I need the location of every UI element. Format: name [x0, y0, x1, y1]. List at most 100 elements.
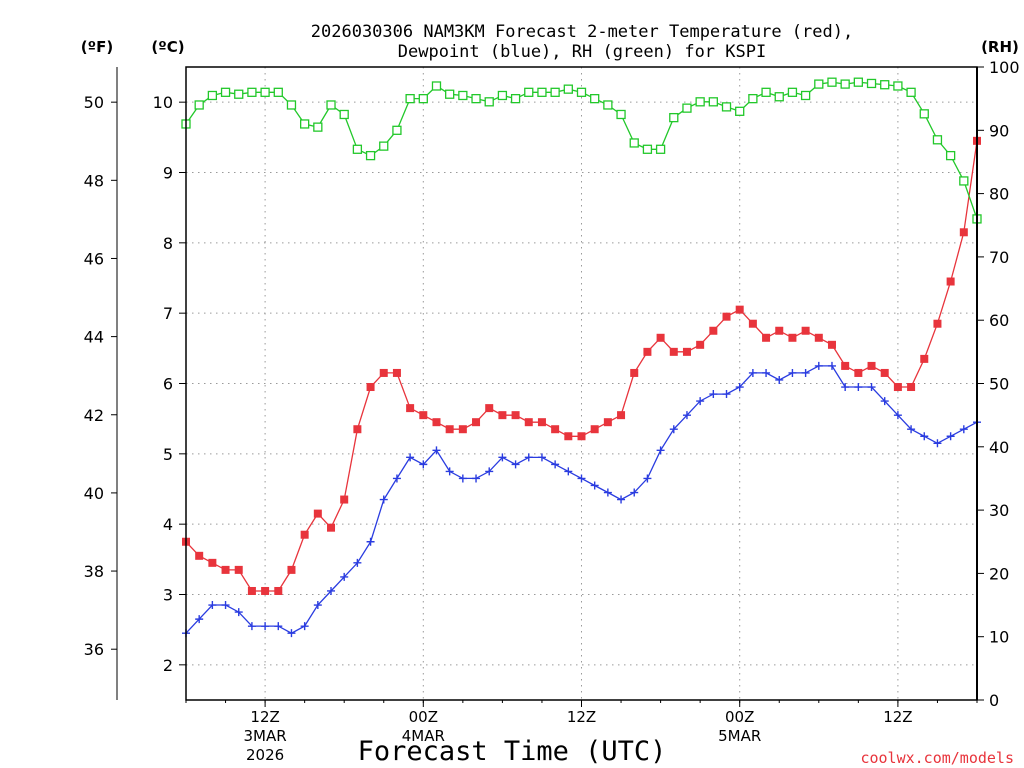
- rh-point: [458, 90, 468, 101]
- celsius-tick-label: 10: [153, 93, 173, 112]
- dewpoint-point: [313, 601, 322, 610]
- rh-tick-label: 70: [989, 248, 1009, 267]
- temperature-point: [801, 326, 810, 335]
- rh-point: [405, 94, 415, 104]
- temperature-point: [340, 495, 349, 504]
- rh-tick-label: 90: [989, 121, 1009, 140]
- dewpoint-point: [907, 425, 916, 434]
- rh-point: [919, 109, 929, 119]
- rh-point: [708, 97, 718, 107]
- rh-point: [787, 87, 798, 97]
- temperature-point: [603, 418, 612, 427]
- temperature-point: [564, 432, 573, 441]
- temperature-point: [406, 404, 415, 413]
- temperature-point: [867, 361, 876, 370]
- dewpoint-point: [353, 558, 362, 567]
- dewpoint-point: [682, 411, 691, 420]
- rh-point: [379, 141, 389, 151]
- rh-point: [497, 90, 508, 101]
- celsius-tick-label: 8: [163, 234, 173, 253]
- rh-point: [234, 89, 244, 99]
- temperature-point: [300, 530, 309, 539]
- temperature-point: [458, 425, 467, 434]
- celsius-tick-label: 3: [163, 586, 173, 605]
- dewpoint-point: [643, 474, 652, 483]
- temperature-point: [287, 565, 296, 574]
- dewpoint-point: [814, 361, 823, 370]
- fahrenheit-unit-label: (ºF): [81, 38, 113, 56]
- celsius-tick-label: 6: [163, 375, 173, 394]
- x-tick-label: 12Z: [567, 708, 596, 726]
- temperature-point: [537, 418, 546, 427]
- rh-point: [959, 176, 969, 186]
- rh-point: [827, 77, 837, 87]
- rh-point: [814, 79, 824, 89]
- dewpoint-point: [472, 474, 481, 483]
- temperature-point: [827, 340, 836, 349]
- rh-tick-label: 0: [989, 691, 999, 710]
- rh-point: [853, 77, 863, 87]
- rh-point: [748, 94, 758, 104]
- dewpoint-point: [709, 390, 718, 399]
- temperature-point: [643, 347, 652, 356]
- dewpoint-point: [247, 622, 256, 631]
- dewpoint-point: [261, 622, 270, 631]
- rh-point: [932, 135, 943, 145]
- temperature-point: [524, 418, 533, 427]
- x-tick-date-label: 5MAR: [718, 727, 761, 745]
- temperature-point: [880, 368, 889, 377]
- temperature-point: [788, 333, 797, 342]
- temperature-point: [907, 383, 916, 392]
- rh-tick-label: 60: [989, 311, 1009, 330]
- rh-point: [352, 144, 363, 154]
- dewpoint-point: [379, 495, 388, 504]
- rh-point: [695, 97, 705, 107]
- rh-point: [735, 106, 745, 116]
- dewpoint-point: [854, 383, 863, 392]
- dewpoint-point: [511, 460, 520, 469]
- celsius-tick-label: 2: [163, 656, 173, 675]
- temperature-point: [814, 333, 823, 342]
- dewpoint-point: [485, 467, 494, 476]
- rh-point: [880, 80, 890, 90]
- dewpoint-point: [959, 425, 968, 434]
- rh-point: [563, 84, 573, 94]
- rh-point: [471, 94, 481, 104]
- dewpoint-point: [748, 368, 757, 377]
- rh-point: [365, 150, 376, 161]
- temperature-point: [748, 319, 757, 328]
- temperature-point: [577, 432, 586, 441]
- x-tick-label: 00Z: [725, 708, 754, 726]
- dewpoint-point: [775, 375, 784, 384]
- temperature-point: [920, 354, 929, 363]
- rh-point: [642, 144, 653, 154]
- dewpoint-point: [669, 425, 678, 434]
- temperature-point: [511, 411, 520, 420]
- dewpoint-point: [300, 622, 309, 631]
- dewpoint-point: [287, 629, 296, 638]
- rh-point: [194, 100, 204, 110]
- temperature-point: [485, 404, 494, 413]
- dewpoint-point: [327, 586, 336, 595]
- rh-point: [866, 78, 877, 89]
- dewpoint-point: [801, 368, 810, 377]
- celsius-unit-label: (ºC): [151, 38, 184, 56]
- temperature-point: [735, 305, 744, 314]
- rh-point: [207, 90, 218, 101]
- rh-point: [313, 122, 323, 132]
- celsius-tick-label: 9: [163, 164, 173, 183]
- temperature-point: [630, 368, 639, 377]
- temperature-point: [590, 425, 599, 434]
- dewpoint-point: [340, 572, 349, 581]
- dewpoint-point: [458, 474, 467, 483]
- temperature-point: [313, 509, 322, 518]
- temperature-point: [656, 333, 665, 342]
- rh-tick-label: 30: [989, 501, 1009, 520]
- rh-unit-label: (RH): [981, 38, 1019, 56]
- dewpoint-point: [788, 368, 797, 377]
- x-tick-label: 00Z: [409, 708, 438, 726]
- rh-point: [510, 94, 521, 104]
- rh-point: [655, 144, 666, 154]
- rh-point: [326, 100, 336, 110]
- rh-point: [273, 87, 283, 97]
